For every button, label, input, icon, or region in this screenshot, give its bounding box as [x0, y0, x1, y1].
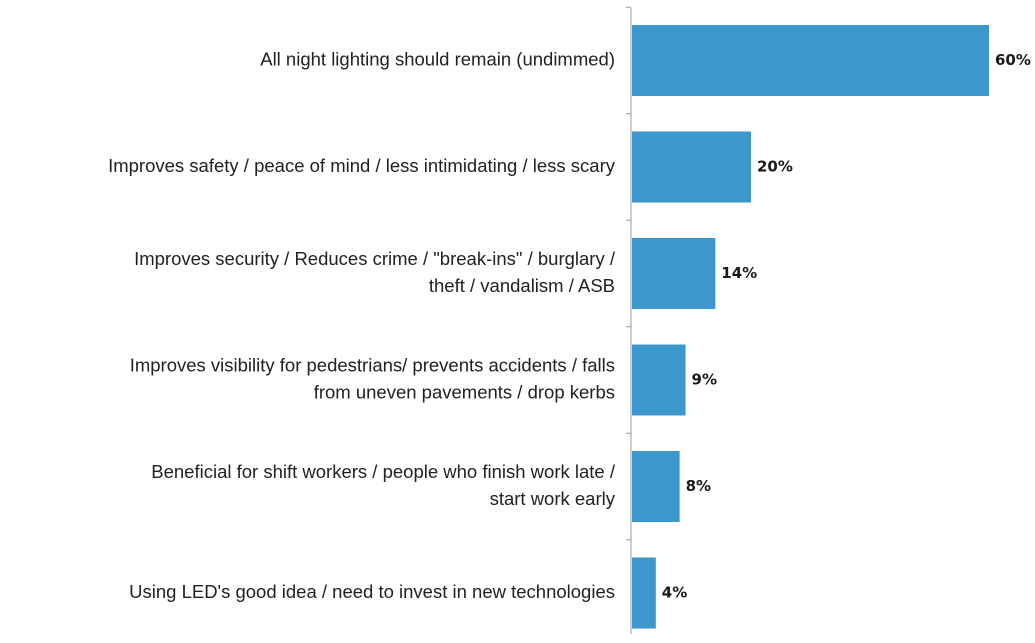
category-label-line: Improves visibility for pedestrians/ pre… — [130, 354, 615, 375]
bar — [632, 344, 686, 416]
category-label: Improves security / Reduces crime / "bre… — [134, 248, 616, 296]
category-label-line: start work early — [490, 488, 616, 509]
category-label-line: All night lighting should remain (undimm… — [260, 48, 615, 69]
bar-value-label: 8% — [686, 477, 711, 495]
category-label-line: Beneficial for shift workers / people wh… — [151, 461, 616, 482]
bar — [632, 25, 989, 96]
category-label-line: Improves safety / peace of mind / less i… — [108, 155, 616, 176]
bar — [632, 451, 680, 522]
category-label-line: theft / vandalism / ASB — [429, 275, 615, 296]
bar-value-label: 14% — [721, 264, 757, 282]
category-label: Beneficial for shift workers / people wh… — [151, 461, 616, 509]
bar-value-label: 20% — [757, 158, 793, 176]
category-label: Improves visibility for pedestrians/ pre… — [130, 354, 615, 402]
bar — [632, 131, 751, 203]
category-label-line: Improves security / Reduces crime / "bre… — [134, 248, 616, 269]
bar-value-label: 4% — [662, 584, 687, 602]
bar — [632, 238, 716, 309]
category-label: Improves safety / peace of mind / less i… — [108, 155, 616, 176]
category-label-line: from uneven pavements / drop kerbs — [314, 381, 615, 402]
bar-value-label: 9% — [692, 371, 717, 389]
bar — [632, 557, 656, 629]
category-label: All night lighting should remain (undimm… — [260, 48, 615, 69]
bar-value-label: 60% — [995, 51, 1031, 69]
category-label: Using LED's good idea / need to invest i… — [129, 581, 615, 602]
category-label-line: Using LED's good idea / need to invest i… — [129, 581, 615, 602]
